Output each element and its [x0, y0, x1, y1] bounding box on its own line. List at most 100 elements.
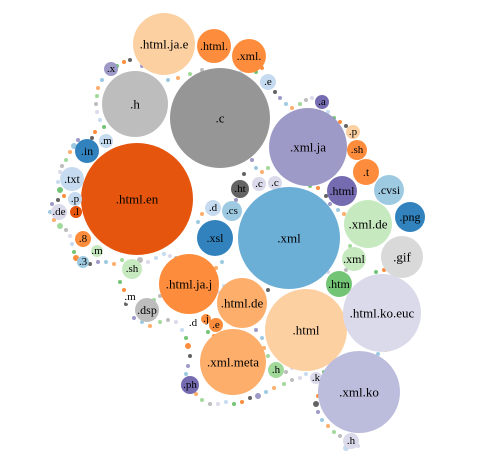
bubble-circle	[123, 290, 137, 304]
tiny-bubble	[278, 96, 282, 100]
bubble: .dsp	[135, 298, 159, 322]
bubble: .html.ja.j	[159, 254, 219, 314]
tiny-bubble	[240, 400, 244, 404]
tiny-bubble	[196, 220, 200, 224]
tiny-bubble	[304, 372, 308, 376]
bubble-circle	[342, 247, 366, 271]
bubble-circle	[217, 278, 267, 328]
tiny-bubble	[344, 268, 348, 272]
bubble-circle	[395, 202, 425, 232]
tiny-bubble	[58, 170, 62, 174]
bubble-circle	[209, 318, 223, 332]
bubble-circle	[238, 187, 340, 289]
bubble: .h	[343, 433, 359, 449]
bubble-circle	[310, 372, 322, 384]
bubble: .in	[75, 139, 99, 163]
bubble-circle	[269, 108, 347, 186]
tiny-bubble	[185, 343, 191, 349]
bubble: .p	[68, 192, 82, 206]
bubble-circle	[51, 204, 67, 220]
tiny-bubble	[162, 252, 166, 256]
bubble: .l	[70, 206, 82, 218]
tiny-bubble	[56, 198, 60, 202]
bubble-circle	[231, 180, 249, 198]
bubble-circle	[68, 192, 82, 206]
tiny-bubble	[266, 354, 270, 358]
tiny-bubble	[348, 244, 352, 248]
tiny-bubble	[166, 78, 170, 82]
bubble: .xsl	[197, 220, 233, 256]
bubble: .h	[102, 71, 168, 137]
tiny-bubble	[338, 434, 342, 438]
bubble-circle	[265, 289, 347, 371]
bubble-circle	[133, 13, 195, 75]
bubble: .c	[170, 68, 270, 168]
tiny-bubble	[200, 212, 204, 216]
bubble-circle	[159, 254, 219, 314]
bubble-circle	[104, 62, 118, 76]
tiny-bubble	[206, 330, 210, 334]
bubble: .xml.ko	[318, 351, 400, 433]
tiny-bubble	[90, 136, 94, 140]
tiny-bubble	[95, 110, 99, 114]
tiny-bubble	[166, 318, 170, 322]
bubble-circle	[205, 200, 221, 216]
tiny-bubble	[71, 143, 77, 149]
tiny-bubble	[260, 336, 264, 340]
tiny-bubble	[220, 260, 224, 264]
tiny-bubble	[266, 166, 270, 170]
bubble-circle	[75, 139, 99, 163]
tiny-bubble	[94, 102, 98, 106]
tiny-bubble	[57, 223, 63, 229]
tiny-bubble	[250, 158, 254, 162]
bubble-circle	[197, 29, 231, 63]
bubble: .e	[209, 318, 223, 332]
bubble-circle	[374, 175, 404, 205]
bubble-circle	[99, 134, 113, 148]
bubble: .html.en	[81, 143, 193, 255]
bubble: .t	[353, 159, 379, 185]
tiny-bubble	[324, 194, 328, 198]
tiny-bubble	[298, 376, 302, 380]
tiny-bubble	[57, 187, 63, 193]
tiny-bubble	[248, 396, 252, 400]
tiny-bubble	[118, 280, 122, 284]
tiny-bubble	[188, 72, 192, 76]
tiny-bubble	[154, 256, 158, 260]
tiny-bubble	[232, 402, 236, 406]
bubble-circle	[327, 176, 357, 206]
bubble-circle	[197, 220, 233, 256]
tiny-bubble	[180, 328, 184, 332]
bubble-circle	[343, 274, 421, 352]
bubble: .html	[265, 289, 347, 371]
tiny-bubble	[310, 96, 314, 100]
bubble: .de	[51, 204, 67, 220]
tiny-bubble	[64, 158, 68, 162]
tiny-bubble	[73, 255, 79, 261]
bubble: .d	[205, 200, 221, 216]
tiny-bubble	[122, 60, 126, 64]
bubble: .c	[252, 177, 266, 191]
tiny-bubble	[102, 125, 106, 129]
bubble-circle	[75, 231, 91, 247]
tiny-bubble	[200, 398, 204, 402]
bubble: .xml	[342, 247, 366, 271]
tiny-bubble	[208, 402, 212, 406]
bubble-circle	[77, 256, 89, 268]
tiny-bubble	[52, 218, 56, 222]
tiny-bubble	[316, 186, 320, 190]
bubble-circle	[260, 74, 276, 90]
bubble: .png	[395, 202, 425, 232]
bubble-circle	[353, 159, 379, 185]
bubble-circle	[315, 95, 329, 109]
tiny-bubble	[104, 260, 108, 264]
tiny-bubble	[320, 418, 324, 422]
tiny-bubble	[284, 370, 288, 374]
bubble: .html.ja.e	[133, 13, 195, 75]
tiny-bubble	[56, 180, 60, 184]
tiny-bubble	[264, 390, 268, 394]
tiny-bubble	[76, 138, 80, 142]
bubble: .sh	[347, 140, 367, 160]
bubble: .m	[99, 134, 113, 148]
